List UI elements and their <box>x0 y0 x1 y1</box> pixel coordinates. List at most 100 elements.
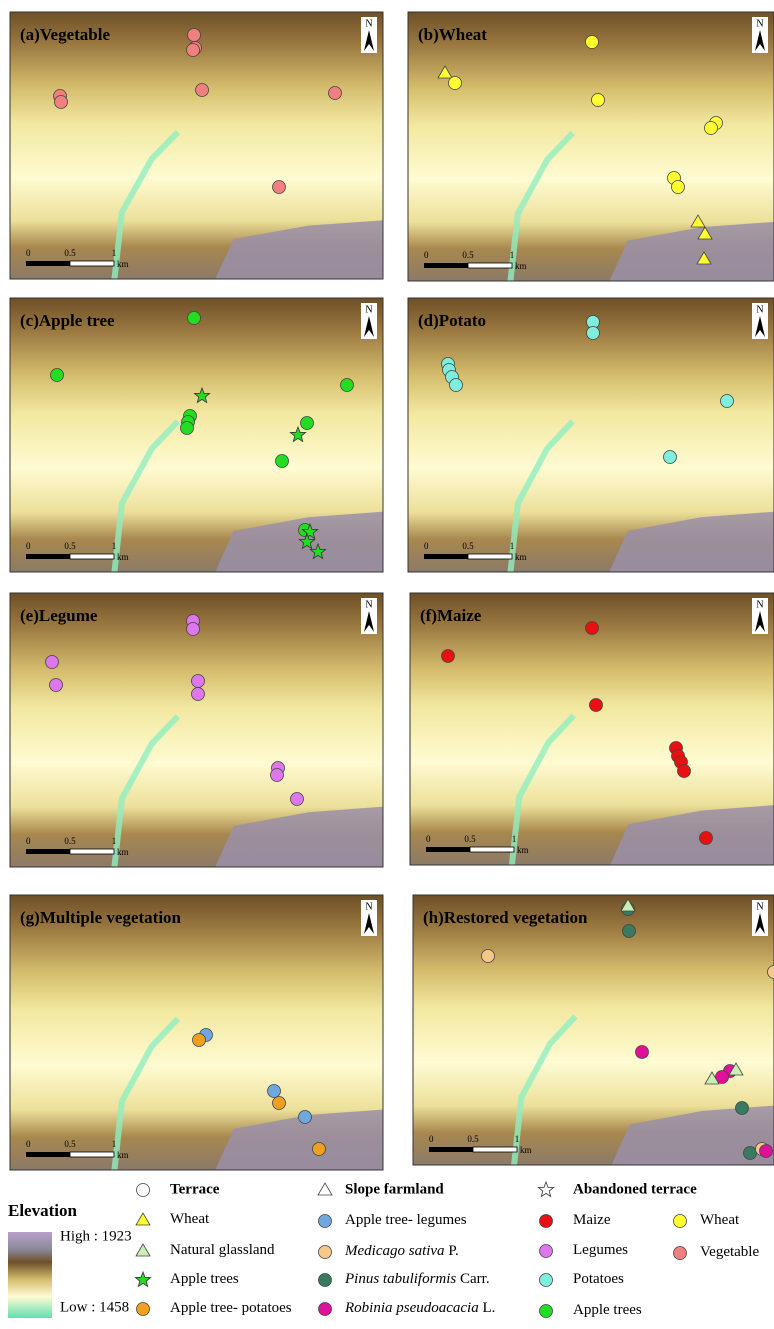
scale-bar-black <box>26 849 70 854</box>
scale-unit: km <box>517 845 529 855</box>
scale-label: 0 <box>424 541 429 551</box>
legend-label: Vegetable <box>700 1244 759 1260</box>
north-label: N <box>756 599 763 610</box>
terrain <box>408 12 774 281</box>
legend-label-text: Maize <box>573 1212 611 1228</box>
terrain <box>10 895 383 1170</box>
north-label: N <box>365 18 372 29</box>
legend-label: Apple trees <box>573 1302 642 1318</box>
legend-title: Elevation <box>8 1201 77 1220</box>
scale-bar-black <box>26 554 70 559</box>
marker <box>540 1305 553 1318</box>
marker <box>587 327 600 340</box>
marker <box>137 1303 150 1316</box>
marker <box>271 769 284 782</box>
legend-label-italic: Robinia pseudoacacia <box>344 1300 479 1316</box>
legend-label-text: Apple trees <box>170 1271 239 1287</box>
panel-title: (g)Multiple vegetation <box>20 908 182 927</box>
marker <box>319 1274 332 1287</box>
marker <box>187 44 200 57</box>
marker <box>319 1303 332 1316</box>
marker <box>136 1244 150 1256</box>
terrain <box>10 298 383 572</box>
scale-bar-white <box>70 554 114 559</box>
marker <box>135 1272 150 1287</box>
panel-title: (d)Potato <box>418 311 486 330</box>
marker <box>705 122 718 135</box>
scale-label: 0.5 <box>64 541 76 551</box>
legend-label: Wheat <box>170 1211 210 1227</box>
scale-label: 0.5 <box>462 541 474 551</box>
marker <box>721 395 734 408</box>
scale-bar-white <box>468 263 512 268</box>
scale-unit: km <box>117 847 129 857</box>
marker <box>674 1247 687 1260</box>
marker <box>586 36 599 49</box>
marker <box>744 1147 757 1160</box>
elevation-high: High : 1923 <box>60 1228 132 1244</box>
scale-label: 0 <box>426 834 431 844</box>
north-label: N <box>365 599 372 610</box>
scale-label: 0.5 <box>464 834 476 844</box>
marker <box>136 1213 150 1225</box>
marker <box>188 312 201 325</box>
marker <box>273 1097 286 1110</box>
marker <box>50 679 63 692</box>
scale-label: 1 <box>112 541 117 551</box>
legend-label: Pinus tabuliformis Carr. <box>344 1271 490 1287</box>
scale-bar-white <box>70 1152 114 1157</box>
marker <box>181 422 194 435</box>
legend-label-text: P. <box>448 1243 458 1259</box>
scale-label: 1 <box>510 250 515 260</box>
legend-header: Terrace <box>170 1181 220 1197</box>
marker <box>291 793 304 806</box>
scale-label: 1 <box>112 1139 117 1149</box>
marker <box>636 1046 649 1059</box>
legend-label: Potatoes <box>573 1271 624 1287</box>
legend-label: Natural glassland <box>170 1242 275 1258</box>
scale-label: 0 <box>26 836 31 846</box>
marker <box>319 1215 332 1228</box>
legend-header: Slope farmland <box>345 1181 444 1197</box>
scale-unit: km <box>117 1150 129 1160</box>
legend-label-text: Potatoes <box>573 1271 624 1287</box>
marker <box>678 765 691 778</box>
scale-bar-white <box>468 554 512 559</box>
north-label: N <box>756 304 763 315</box>
scale-label: 0.5 <box>64 1139 76 1149</box>
legend-label-text: Wheat <box>700 1212 740 1228</box>
north-label: N <box>365 304 372 315</box>
marker <box>187 623 200 636</box>
panel-title: (e)Legume <box>20 606 98 625</box>
legend-label: Wheat <box>700 1212 740 1228</box>
scale-label: 1 <box>112 248 117 258</box>
legend-label-text: Apple trees <box>573 1302 642 1318</box>
legend-header: Abandoned terrace <box>573 1181 697 1197</box>
scale-unit: km <box>515 552 527 562</box>
panel-title: (c)Apple tree <box>20 311 115 330</box>
legend-label: Robinia pseudoacacia L. <box>344 1300 495 1316</box>
marker <box>188 29 201 42</box>
scale-label: 0 <box>26 541 31 551</box>
scale-label: 0 <box>26 1139 31 1149</box>
marker <box>442 650 455 663</box>
figure: (a)VegetableN00.51km(b)WheatN00.51km(c)A… <box>0 0 774 1324</box>
scale-label: 1 <box>512 834 517 844</box>
marker <box>538 1182 553 1197</box>
marker <box>590 699 603 712</box>
legend-label-text: Carr. <box>460 1271 490 1287</box>
scale-bar-black <box>426 847 470 852</box>
scale-label: 1 <box>510 541 515 551</box>
scale-label: 0 <box>424 250 429 260</box>
legend-label: Apple trees <box>170 1271 239 1287</box>
marker <box>299 1111 312 1124</box>
legend-label: Medicago sativa P. <box>344 1243 459 1259</box>
scale-bar-black <box>429 1147 473 1152</box>
scale-bar-white <box>470 847 514 852</box>
scale-bar-black <box>26 261 70 266</box>
marker <box>319 1246 332 1259</box>
